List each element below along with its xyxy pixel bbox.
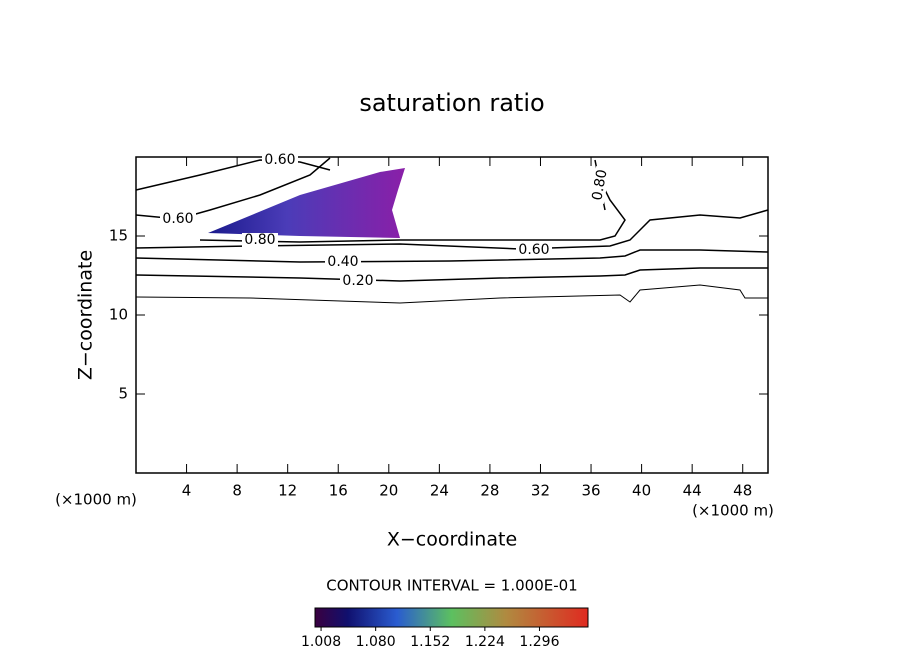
x-unit: (×1000 m) xyxy=(692,502,774,520)
x-axis-label: X−coordinate xyxy=(387,529,517,551)
x-tick-label: 16 xyxy=(329,482,348,500)
colorbar xyxy=(314,607,589,628)
contour-label: 0.40 xyxy=(327,254,358,270)
contour-label: 0.60 xyxy=(264,152,295,168)
colorbar-tick-label: 1.008 xyxy=(301,634,341,650)
x-tick-label: 12 xyxy=(278,482,297,500)
contour-label: 0.80 xyxy=(244,232,275,248)
colorbar-tick-label: 1.224 xyxy=(465,634,505,650)
contour-line xyxy=(135,159,331,191)
colorbar-tick-label: 1.152 xyxy=(410,634,450,650)
x-tick-label: 4 xyxy=(182,482,192,500)
y-axis-label: Z−coordinate xyxy=(75,250,97,380)
contour-line xyxy=(135,284,768,304)
x-tick-label: 36 xyxy=(581,482,600,500)
colorbar-tick-label: 1.296 xyxy=(519,634,559,650)
x-tick-label: 48 xyxy=(733,482,752,500)
contour-line xyxy=(199,179,626,243)
contour-label-bg xyxy=(242,233,278,247)
y-tick-label: 15 xyxy=(109,227,128,245)
x-tick-label: 40 xyxy=(632,482,651,500)
contour-line xyxy=(135,209,769,250)
contour-label-bg xyxy=(340,274,376,288)
y-tick-label: 5 xyxy=(118,385,128,403)
contour-line xyxy=(135,267,768,282)
x-tick-label: 28 xyxy=(480,482,499,500)
chart-title: saturation ratio xyxy=(359,89,544,117)
x-tick-label: 20 xyxy=(379,482,398,500)
contour-label-bg xyxy=(516,243,552,257)
contour-label-bg xyxy=(160,212,196,226)
contour-interval: CONTOUR INTERVAL = 1.000E-01 xyxy=(326,577,577,595)
y-unit: (×1000 m) xyxy=(55,491,137,509)
contour-label-bg xyxy=(325,255,361,269)
contour-label-bg xyxy=(589,166,611,204)
x-tick-label: 24 xyxy=(430,482,449,500)
contour-label-bg xyxy=(262,153,298,167)
x-tick-label: 32 xyxy=(531,482,550,500)
contour-label: 0.60 xyxy=(162,211,193,227)
contour-label: 0.60 xyxy=(518,242,549,258)
y-tick-label: 10 xyxy=(109,306,128,324)
colorbar-tick-label: 1.080 xyxy=(356,634,396,650)
contour-line xyxy=(135,249,769,263)
x-tick-label: 44 xyxy=(683,482,702,500)
contour-label: 0.80 xyxy=(589,168,610,201)
x-tick-label: 8 xyxy=(232,482,242,500)
supersaturated-region xyxy=(208,168,405,238)
contour-label: 0.20 xyxy=(342,273,373,289)
